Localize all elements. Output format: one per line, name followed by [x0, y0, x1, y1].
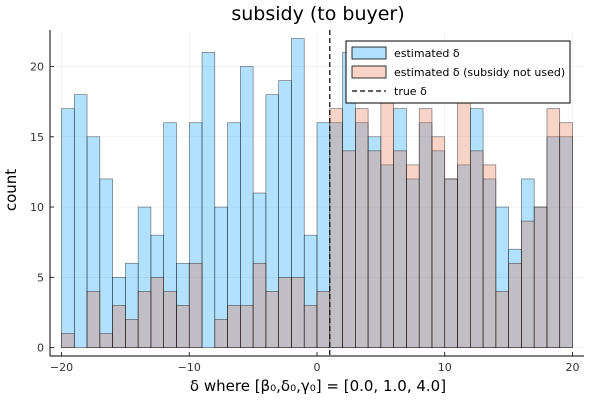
bar-subsidy-not-used [521, 220, 535, 348]
bar-subsidy-not-used [508, 262, 522, 348]
x-tick-label: −10 [178, 361, 201, 374]
y-axis-title: count [2, 169, 20, 211]
bar-estimated [99, 178, 113, 348]
y-tick-label: 5 [37, 271, 44, 284]
bar-subsidy-not-used [495, 291, 509, 348]
legend: estimated δ estimated δ (subsidy not use… [345, 40, 571, 104]
bar-subsidy-not-used [470, 150, 484, 348]
bar-estimated [73, 94, 88, 348]
x-tick-label: −20 [50, 361, 73, 374]
legend-swatch-subsidy-not-used [351, 65, 387, 79]
bar-subsidy-not-used [303, 305, 318, 348]
bar-subsidy-not-used [291, 277, 305, 348]
series-subsidy-not-used-bars [61, 80, 573, 348]
bar-subsidy-not-used [457, 94, 471, 348]
bar-subsidy-not-used [240, 305, 254, 348]
legend-label-subsidy-not-used: estimated δ (subsidy not used) [394, 66, 565, 79]
bar-subsidy-not-used [265, 291, 279, 348]
chart-title: subsidy (to buyer) [231, 3, 404, 25]
legend-label-estimated: estimated δ [394, 47, 460, 60]
bar-subsidy-not-used [99, 333, 113, 348]
bar-subsidy-not-used [444, 178, 458, 348]
bar-subsidy-not-used [418, 108, 433, 348]
bar-subsidy-not-used [355, 108, 369, 348]
bar-subsidy-not-used [86, 291, 101, 348]
x-tick-label: 20 [566, 361, 580, 374]
bar-subsidy-not-used [546, 108, 561, 348]
bar-subsidy-not-used [176, 305, 190, 348]
bar-subsidy-not-used [367, 150, 382, 348]
bar-subsidy-not-used [533, 206, 548, 348]
y-tick-label: 10 [30, 201, 44, 214]
y-tick-label: 20 [30, 61, 44, 74]
x-tick-label: 0 [314, 361, 321, 374]
bar-subsidy-not-used [227, 305, 241, 348]
bar-estimated [61, 108, 75, 348]
tick-labels: −20 −10 0 10 20 0 5 10 15 20 [30, 61, 580, 374]
bar-subsidy-not-used [125, 319, 139, 348]
bar-subsidy-not-used [188, 262, 203, 348]
x-axis-title: δ where [β₀,δ₀,γ₀] = [0.0, 1.0, 4.0] [190, 377, 446, 395]
legend-box [345, 40, 571, 104]
bar-subsidy-not-used [316, 291, 331, 348]
bar-subsidy-not-used [431, 136, 446, 348]
bar-subsidy-not-used [112, 305, 126, 348]
bar-subsidy-not-used [137, 291, 152, 348]
bar-subsidy-not-used [61, 333, 75, 348]
bar-subsidy-not-used [380, 80, 394, 348]
legend-label-true-delta: true δ [394, 85, 427, 98]
bar-estimated [201, 52, 216, 348]
bar-subsidy-not-used [406, 164, 420, 348]
x-tick-label: 10 [438, 361, 452, 374]
bar-subsidy-not-used [559, 122, 573, 348]
bar-subsidy-not-used [252, 262, 267, 348]
legend-swatch-estimated [351, 46, 387, 60]
bar-subsidy-not-used [393, 150, 407, 348]
bar-subsidy-not-used [214, 319, 228, 348]
y-tick-label: 15 [30, 131, 44, 144]
series-estimated-bars [61, 38, 573, 348]
bar-subsidy-not-used [150, 277, 164, 348]
bar-subsidy-not-used [342, 150, 356, 348]
bar-subsidy-not-used [278, 277, 292, 348]
bar-subsidy-not-used [163, 291, 177, 348]
y-tick-label: 0 [37, 342, 44, 355]
bar-subsidy-not-used [329, 108, 343, 348]
bar-subsidy-not-used [482, 164, 497, 348]
